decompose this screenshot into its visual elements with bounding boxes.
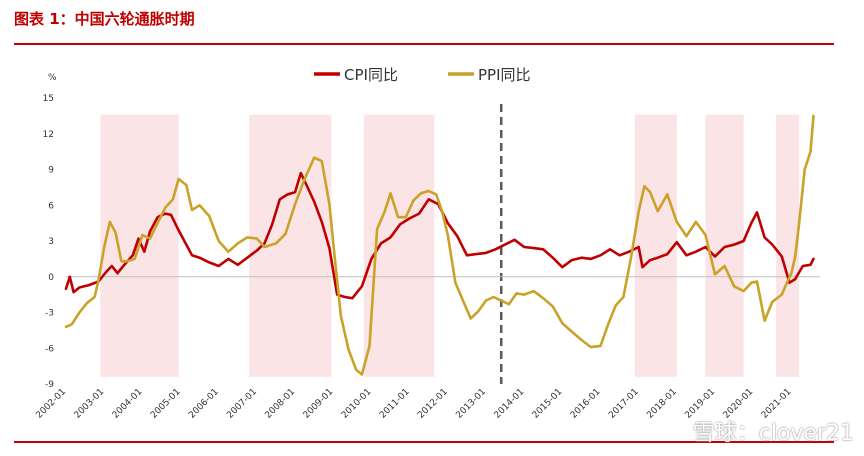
x-tick-label: 2009-01	[302, 387, 336, 421]
figure-title: 图表 1：中国六轮通胀时期	[14, 10, 195, 28]
y-tick-label: 9	[48, 166, 54, 176]
y-tick-label: 6	[48, 201, 54, 211]
x-tick-label: 2004-01	[111, 387, 145, 421]
x-tick-label: 2006-01	[187, 387, 221, 421]
shaded-period	[634, 114, 677, 377]
x-tick-label: 2010-01	[340, 387, 374, 421]
shaded-period	[363, 114, 435, 377]
y-tick-label: 12	[43, 130, 54, 140]
x-tick-label: 2002-01	[34, 387, 68, 421]
y-tick-label: -6	[45, 344, 54, 354]
top-rule	[14, 43, 834, 45]
y-tick-label: -3	[45, 309, 54, 319]
y-tick-label: 3	[48, 237, 54, 247]
x-tick-label: 2016-01	[569, 387, 603, 421]
y-tick-label: 0	[48, 273, 54, 283]
x-tick-label: 2012-01	[416, 387, 450, 421]
series-lines	[64, 114, 815, 376]
chart-legend: CPI同比 PPI同比	[314, 66, 531, 84]
bottom-rule	[14, 441, 834, 443]
x-tick-label: 2013-01	[454, 387, 488, 421]
legend-ppi-label: PPI同比	[478, 66, 531, 84]
y-tick-label: 15	[43, 94, 54, 104]
cpi-line	[64, 171, 815, 300]
ppi-line	[64, 114, 815, 376]
x-tick-label: 2007-01	[225, 387, 259, 421]
legend-cpi-label: CPI同比	[344, 66, 398, 84]
watermark-text: 雪球：clover21	[692, 421, 854, 446]
y-tick-label: -9	[45, 380, 54, 390]
shaded-period	[776, 114, 800, 377]
x-tick-label: 2018-01	[645, 387, 679, 421]
x-tick-label: 2017-01	[607, 387, 641, 421]
x-tick-label: 2011-01	[378, 387, 412, 421]
x-tick-label: 2015-01	[531, 387, 565, 421]
x-tick-label: 2014-01	[493, 387, 527, 421]
x-tick-label: 2003-01	[73, 387, 107, 421]
x-tick-label: 2008-01	[264, 387, 298, 421]
x-tick-label: 2005-01	[149, 387, 183, 421]
y-axis-unit: %	[48, 73, 57, 83]
